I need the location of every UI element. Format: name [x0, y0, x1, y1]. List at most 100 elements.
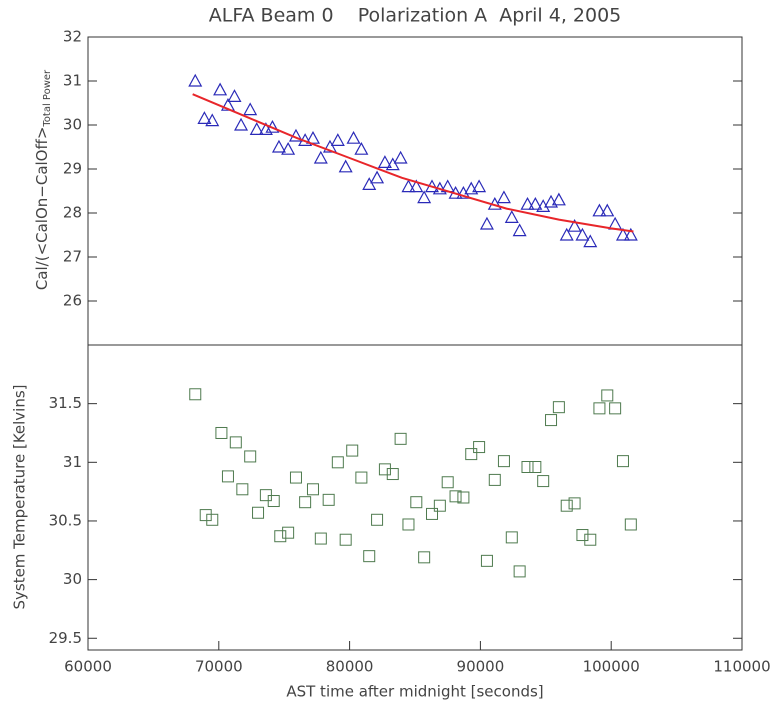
square-marker	[609, 402, 622, 415]
y-tick-label: 30	[63, 116, 82, 134]
triangle-marker	[281, 141, 296, 155]
square-marker	[505, 531, 518, 544]
triangle-marker	[346, 130, 361, 144]
triangle-marker	[551, 192, 566, 206]
triangle-marker	[592, 203, 607, 217]
square-marker	[513, 565, 526, 578]
triangle-marker	[567, 218, 582, 232]
triangle-marker	[234, 117, 249, 131]
triangle-marker	[600, 203, 615, 217]
square-marker	[488, 473, 501, 486]
y-tick-label: 31	[63, 72, 82, 90]
triangle-marker	[409, 179, 424, 193]
triangle-marker	[512, 223, 527, 237]
triangle-marker	[559, 227, 574, 241]
square-marker	[274, 530, 287, 543]
square-marker	[215, 426, 228, 439]
y-tick-label: 30.5	[49, 511, 82, 529]
y-tick-label: 28	[63, 204, 82, 222]
y-tick-label: 29	[63, 160, 82, 178]
square-marker	[473, 441, 486, 454]
triangle-marker	[354, 141, 369, 155]
fit-line	[192, 93, 634, 233]
square-marker	[282, 526, 295, 539]
y-tick-label: 30	[63, 570, 82, 588]
square-marker	[378, 463, 391, 476]
y-tick-label: 26	[63, 292, 82, 310]
square-marker	[244, 450, 257, 463]
triangle-marker	[188, 73, 203, 87]
triangle-marker	[370, 170, 385, 184]
y-tick-label: 29.5	[49, 629, 82, 647]
square-marker	[576, 529, 589, 542]
square-marker	[314, 532, 327, 545]
y-tick-label: 31.5	[49, 394, 82, 412]
square-marker	[568, 497, 581, 510]
triangle-marker	[385, 157, 400, 171]
square-marker	[433, 499, 446, 512]
square-marker	[355, 471, 368, 484]
triangle-marker	[417, 190, 432, 204]
y-axis-label-sub: Total Power	[42, 69, 53, 128]
square-marker	[402, 518, 415, 531]
square-marker	[529, 461, 542, 473]
triangle-marker	[213, 82, 228, 96]
x-axis-label: AST time after midnight [seconds]	[286, 683, 543, 701]
y-axis-label: System Temperature [Kelvins]	[11, 384, 29, 609]
square-marker	[584, 533, 597, 546]
square-marker	[289, 471, 302, 484]
square-marker	[426, 507, 439, 520]
triangle-marker	[528, 196, 543, 210]
triangle-marker	[504, 210, 519, 223]
x-tick-label: 80000	[326, 658, 374, 676]
y-tick-label: 31	[63, 453, 82, 471]
square-marker	[371, 513, 384, 526]
triangle-marker	[623, 227, 638, 241]
square-marker	[545, 414, 558, 427]
square-marker	[339, 533, 352, 546]
triangle-marker	[362, 177, 377, 190]
square-marker	[306, 483, 319, 496]
square-marker	[521, 461, 534, 473]
square-marker	[537, 475, 550, 488]
x-tick-label: 100000	[583, 658, 640, 676]
triangle-marker	[205, 113, 220, 127]
triangle-marker	[322, 139, 337, 153]
triangle-marker	[249, 122, 264, 135]
square-marker	[560, 499, 573, 512]
x-tick-label: 90000	[457, 658, 505, 676]
square-marker	[363, 550, 376, 563]
y-axis-label-main: Cal/(<CalOn−CalOff>	[33, 127, 51, 291]
square-marker	[189, 388, 202, 401]
y-tick-label: 32	[63, 28, 82, 46]
square-marker	[480, 554, 493, 567]
square-marker	[465, 448, 478, 461]
triangle-marker	[330, 133, 345, 146]
square-marker	[616, 455, 629, 468]
triangle-marker	[377, 155, 392, 168]
square-marker	[221, 470, 234, 483]
x-tick-label: 110000	[713, 658, 770, 676]
y-axis-label: Cal/(<CalOn−CalOff>Total Power	[33, 69, 54, 290]
square-marker	[252, 506, 265, 519]
square-marker	[457, 491, 470, 504]
square-marker	[410, 496, 423, 509]
triangle-marker	[243, 102, 258, 116]
triangle-marker	[393, 150, 408, 164]
x-tick-label: 70000	[195, 658, 243, 676]
triangle-marker	[615, 227, 630, 241]
triangle-marker	[575, 227, 590, 241]
square-marker	[199, 509, 212, 522]
square-marker	[601, 389, 614, 402]
square-marker	[229, 436, 242, 449]
square-marker	[386, 468, 399, 481]
square-marker	[449, 490, 462, 503]
bottom-plot-frame	[87, 344, 743, 651]
triangle-marker	[583, 234, 598, 248]
square-marker	[593, 402, 606, 415]
square-marker	[299, 496, 312, 509]
square-marker	[394, 432, 407, 445]
square-marker	[441, 476, 454, 489]
y-tick-label: 27	[63, 248, 82, 266]
